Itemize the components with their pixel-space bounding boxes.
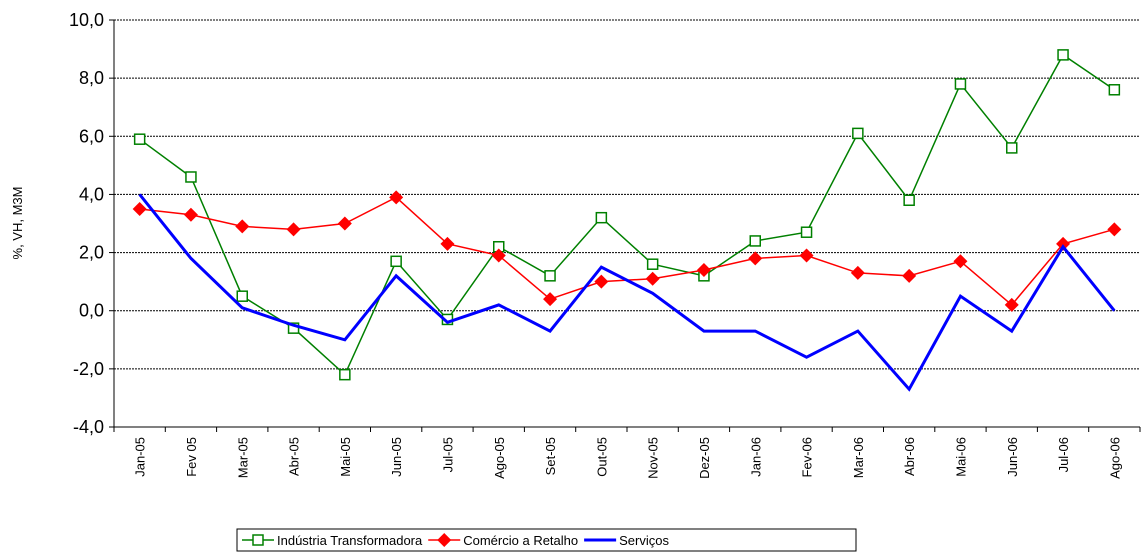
x-tick-label: Dez-05: [697, 437, 712, 479]
marker: [183, 207, 198, 222]
marker: [748, 251, 763, 266]
marker: [799, 248, 814, 263]
series-line: [139, 53, 1115, 376]
legend-label: Comércio a Retalho: [463, 533, 578, 548]
marker: [1056, 236, 1071, 251]
y-tick-label: 6,0: [79, 126, 104, 146]
marker: [1107, 222, 1122, 237]
y-tick-label: 4,0: [79, 184, 104, 204]
marker: [440, 236, 455, 251]
marker: [595, 211, 608, 224]
x-tick-label: Abr-05: [287, 437, 302, 476]
marker: [337, 216, 352, 231]
marker: [749, 235, 761, 247]
x-tick-label: Jan-06: [748, 437, 763, 477]
x-tick-label: Jun-06: [1005, 437, 1020, 477]
marker: [645, 271, 660, 286]
y-tick-label: 0,0: [79, 301, 104, 321]
marker: [902, 268, 917, 283]
marker: [252, 534, 264, 546]
legend-box: [236, 528, 857, 552]
marker: [953, 254, 968, 269]
marker: [850, 265, 865, 280]
x-tick-label: Mar-06: [851, 437, 866, 478]
marker: [954, 78, 967, 90]
x-tick-label: Out-05: [594, 437, 609, 477]
marker: [286, 222, 301, 237]
x-tick-label: Jul-05: [440, 437, 455, 472]
y-tick-label: -2,0: [73, 359, 104, 379]
marker: [235, 219, 250, 234]
x-tick-label: Jun-05: [389, 437, 404, 477]
marker: [543, 292, 558, 307]
x-tick-label: Fev 05: [184, 437, 199, 477]
x-tick-label: Fev-06: [800, 437, 815, 477]
marker: [236, 290, 248, 302]
marker: [1057, 49, 1069, 61]
legend-label: Indústria Transformadora: [277, 533, 423, 548]
x-tick-label: Mar-05: [235, 437, 250, 478]
marker: [1004, 297, 1019, 312]
marker: [594, 274, 609, 289]
marker: [132, 201, 147, 216]
x-tick-label: Mai-05: [338, 437, 353, 477]
marker: [646, 258, 659, 270]
marker: [544, 270, 556, 282]
marker: [903, 194, 915, 206]
y-tick-label: 2,0: [79, 243, 104, 263]
marker: [390, 255, 402, 268]
marker: [133, 133, 146, 145]
x-tick-label: Nov-05: [646, 437, 661, 479]
series-line: [139, 196, 1115, 306]
marker: [696, 263, 711, 278]
x-tick-label: Abr-06: [902, 437, 917, 476]
marker: [389, 190, 404, 205]
y-tick-label: 8,0: [79, 68, 104, 88]
marker: [437, 533, 452, 547]
marker: [491, 248, 506, 263]
x-tick-label: Mai-06: [953, 437, 968, 477]
y-axis-label: %, VH, M3M: [10, 187, 25, 260]
series-line: [138, 193, 1116, 392]
x-tick-label: Jul-06: [1056, 437, 1071, 472]
y-tick-label: 10,0: [69, 10, 104, 30]
marker: [1006, 142, 1018, 154]
marker: [339, 368, 351, 381]
legend-label: Serviços: [619, 533, 669, 548]
y-tick-label: -4,0: [73, 417, 104, 437]
marker: [1108, 84, 1121, 96]
x-tick-label: Ago-05: [492, 437, 507, 479]
x-tick-label: Set-05: [543, 437, 558, 475]
x-tick-label: Jan-05: [133, 437, 148, 477]
marker: [852, 127, 864, 140]
marker: [185, 171, 197, 183]
x-tick-label: Ago-06: [1107, 437, 1122, 479]
marker: [800, 226, 813, 238]
